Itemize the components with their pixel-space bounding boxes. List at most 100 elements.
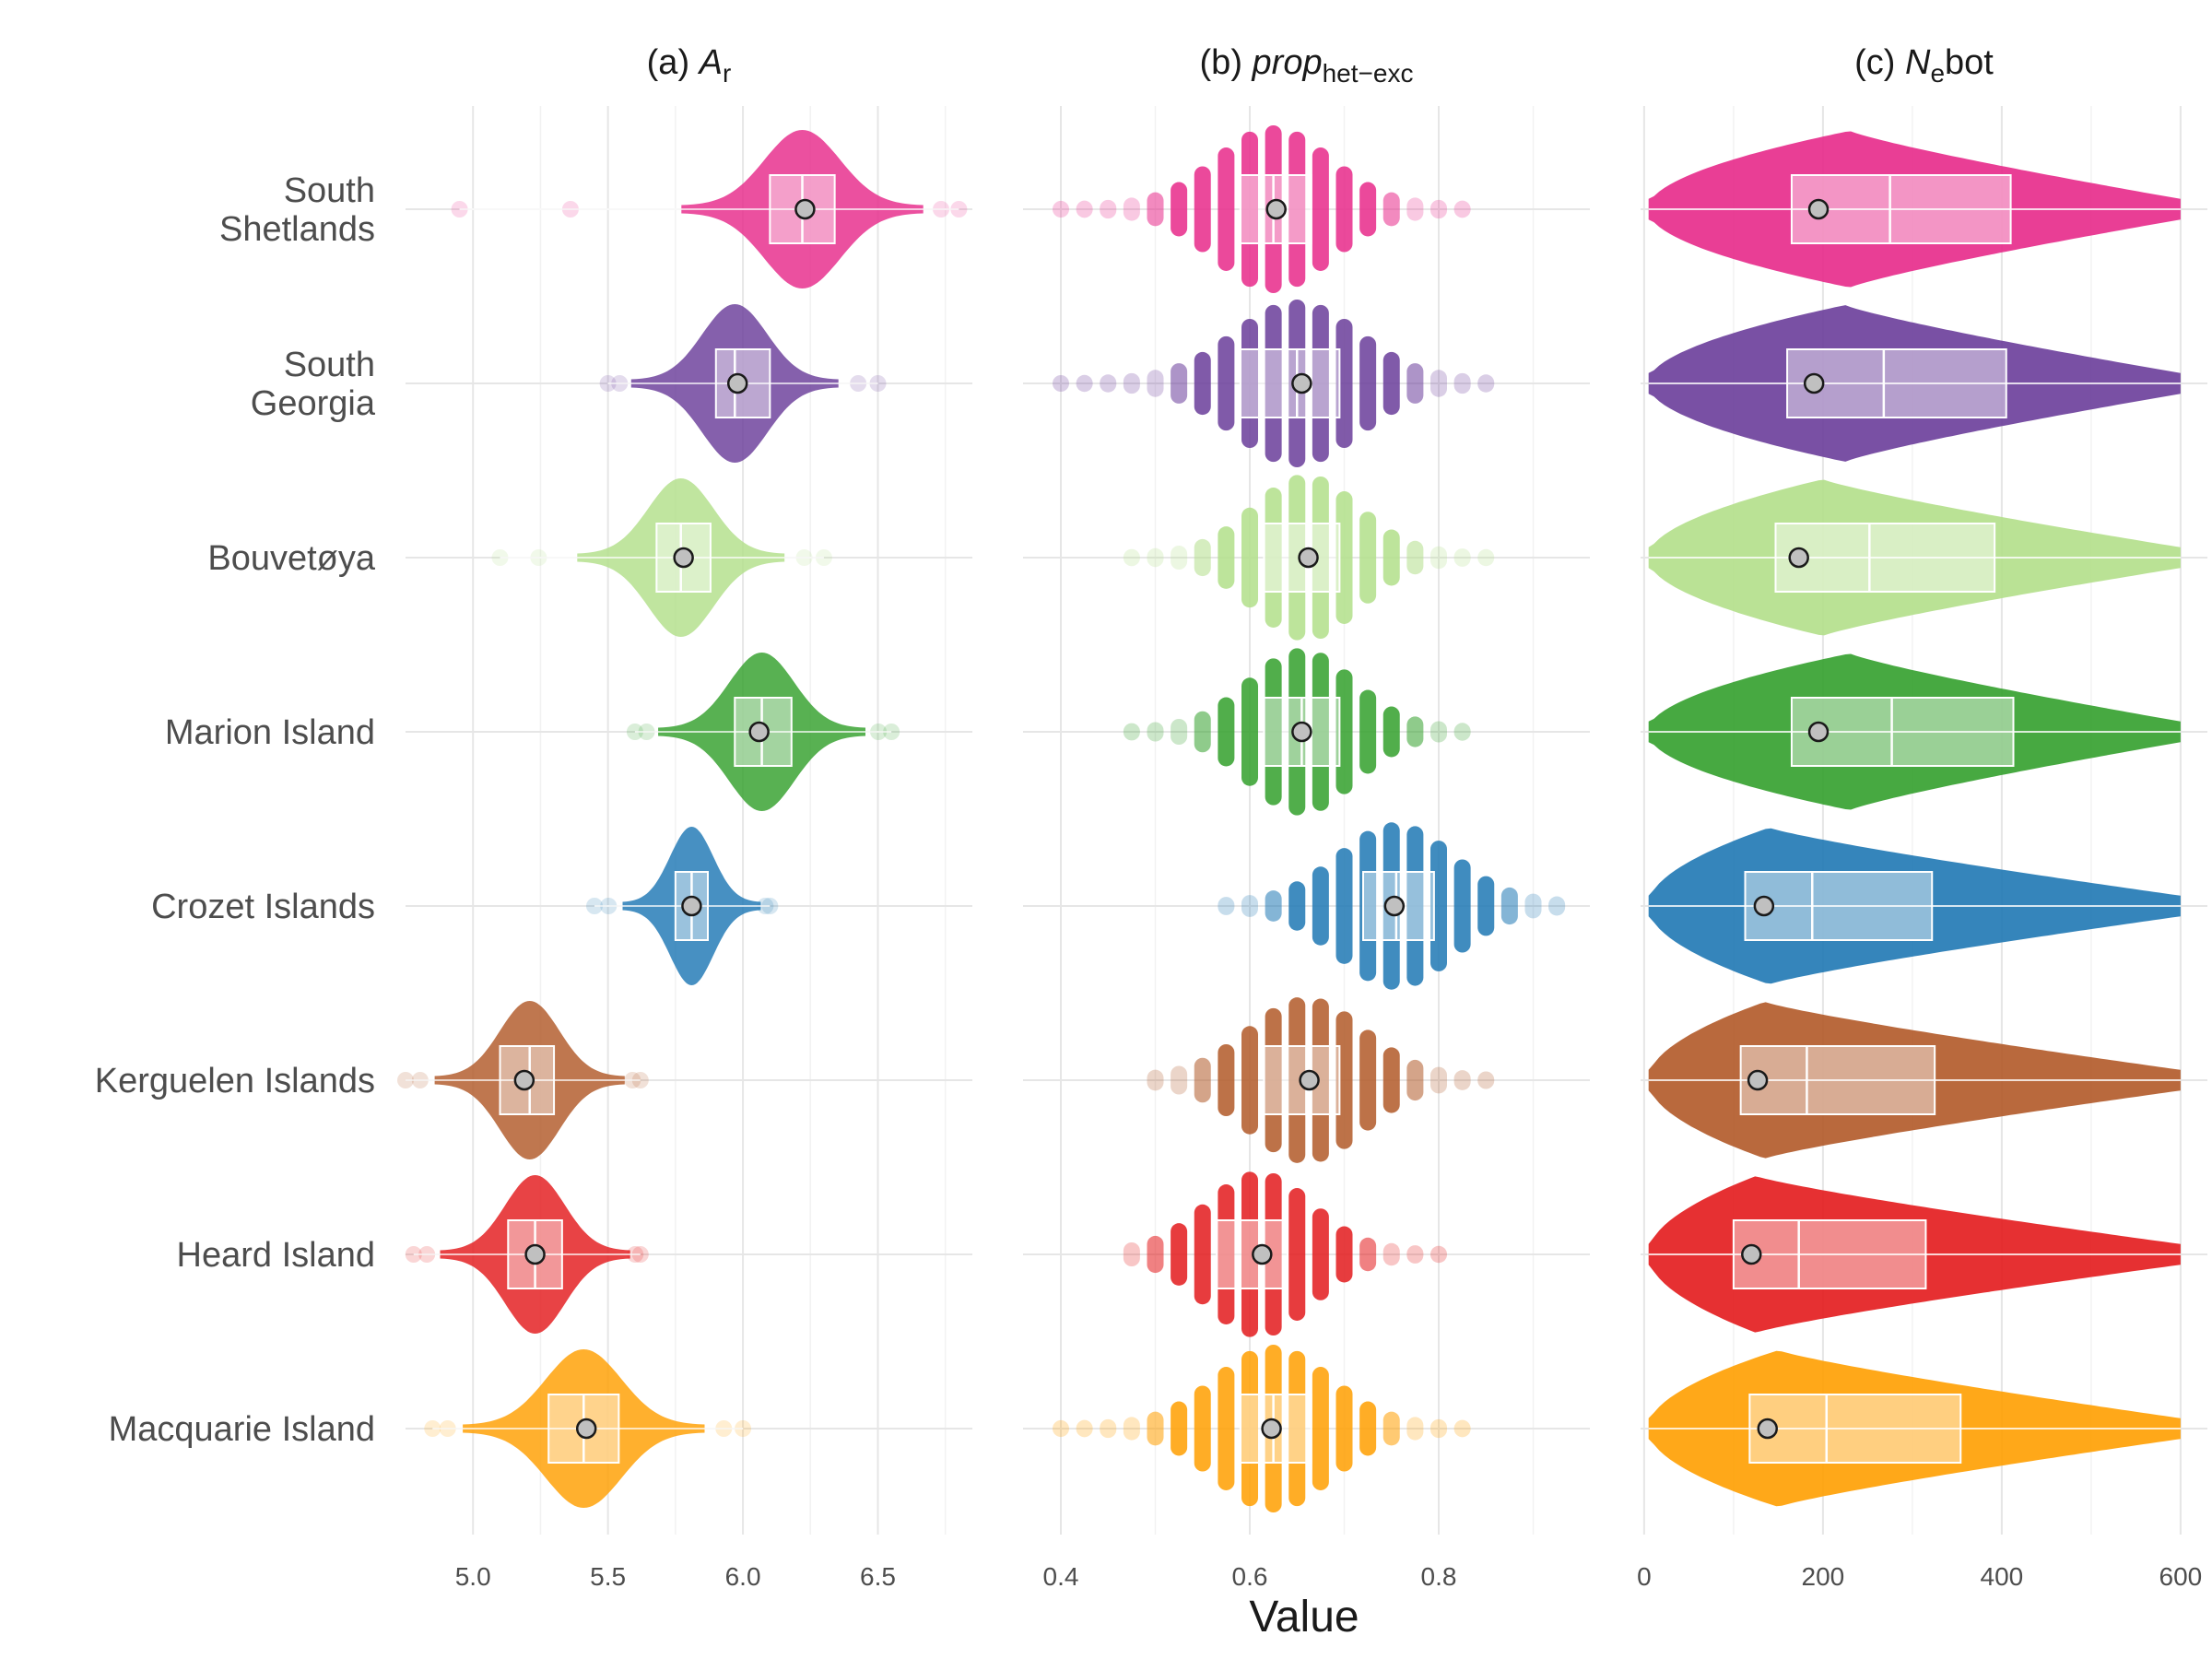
dot-stack (1076, 1419, 1093, 1438)
dot-stack (1430, 546, 1447, 570)
dot-stack (1430, 370, 1447, 397)
mean-point (1741, 1243, 1762, 1265)
category-label: South Georgia (251, 346, 376, 423)
mean-point (1261, 1418, 1282, 1440)
mean-point (1803, 372, 1825, 394)
dot-stack (1335, 1226, 1353, 1283)
dot-stack (1194, 711, 1211, 753)
x-tick-label: 5.5 (590, 1562, 626, 1591)
violin (1053, 1345, 1471, 1512)
dot-stack (1100, 374, 1117, 393)
dot-stack (1194, 1204, 1211, 1305)
dot-stack (1382, 1242, 1400, 1266)
text-layer: South Shetlands South Georgia Bouvetøya Mario… (95, 43, 2202, 1591)
dot-stack (1406, 540, 1424, 575)
mean-point (748, 721, 770, 743)
dot-stack (1123, 1417, 1140, 1441)
violin-layer (397, 125, 2181, 1512)
dot-stack (1382, 529, 1400, 586)
mean-point (673, 547, 694, 569)
dot-stack (1241, 895, 1258, 917)
dot-stack (1218, 897, 1235, 915)
violin (1053, 300, 1495, 467)
x-axis-title: Value (1249, 1593, 1359, 1641)
dot-stack (1123, 548, 1140, 567)
dot-stack (1335, 1385, 1353, 1472)
dot-stack (1406, 1417, 1424, 1441)
dot-stack (1359, 512, 1377, 604)
dot-stack (1477, 548, 1495, 567)
x-tick-label: 0.8 (1421, 1562, 1457, 1591)
mean-point (794, 198, 816, 220)
dot-stack (1265, 1172, 1282, 1336)
violin (451, 130, 968, 288)
dot-stack (1359, 689, 1377, 774)
dot-stack (1053, 374, 1069, 393)
box (1739, 1045, 1936, 1115)
dot-stack (1430, 1245, 1447, 1264)
box (655, 523, 712, 593)
dot-stack (1194, 351, 1211, 416)
dot-stack (1053, 200, 1069, 218)
dot-stack (1171, 182, 1188, 237)
dot-stack (1265, 890, 1282, 922)
dot-stack (1147, 547, 1164, 568)
dot-stack (1359, 1030, 1377, 1131)
dot-stack (1147, 1235, 1164, 1274)
mean-point (1757, 1418, 1778, 1440)
dot-stack (1312, 304, 1329, 463)
dot-stack (1382, 1047, 1400, 1113)
dot-stack (1382, 1411, 1400, 1446)
category-label: Heard Island (177, 1236, 375, 1275)
dot-stack (1548, 896, 1566, 916)
dot-stack (1147, 1411, 1164, 1446)
dot-stack (1171, 1065, 1188, 1095)
mean-point (1753, 895, 1775, 917)
dot-stack (1076, 200, 1093, 218)
box (1263, 523, 1341, 593)
dot-stack (1406, 716, 1424, 747)
dot-stack (1194, 1057, 1211, 1103)
dot-stack (1453, 859, 1471, 953)
dot-stack (1147, 722, 1164, 742)
x-tick-label: 600 (2159, 1562, 2203, 1591)
box-layer (499, 174, 2015, 1464)
dot-stack (1453, 372, 1471, 394)
dot-stack (1053, 1419, 1069, 1438)
violin (1648, 653, 2181, 810)
dot-stack (1312, 147, 1329, 271)
dot-stack (1430, 1418, 1447, 1439)
dot-stack (1359, 1237, 1377, 1272)
dot-stack (1241, 319, 1258, 448)
dot-stack (1430, 199, 1447, 219)
dot-stack (1430, 1066, 1447, 1094)
mean-point (1807, 721, 1830, 743)
dot-stack (1218, 697, 1235, 767)
dot-stack (1288, 1350, 1306, 1507)
mean-point (1383, 895, 1406, 917)
violin (1053, 125, 1471, 293)
dot-stack (1312, 1367, 1329, 1490)
dot-stack (1194, 1385, 1211, 1472)
dot-stack (1218, 1367, 1235, 1490)
x-tick-label: 0.4 (1043, 1562, 1079, 1591)
violin (1648, 305, 2181, 462)
box (1744, 871, 1934, 941)
dot-stack (1359, 1401, 1377, 1456)
mean-point (1807, 198, 1830, 220)
dot-stack (1406, 826, 1424, 986)
dot-stack (1171, 1223, 1188, 1286)
dot-stack (1147, 370, 1164, 397)
dot-stack (1241, 131, 1258, 288)
mean-point (575, 1418, 597, 1440)
dot-stack (1123, 372, 1140, 394)
mean-point (1291, 372, 1312, 394)
mean-point (1252, 1243, 1273, 1265)
dot-stack (1500, 887, 1518, 925)
dot-stack (1171, 718, 1188, 746)
category-label: Crozet Islands (151, 888, 375, 926)
dot-stack (1477, 374, 1495, 393)
dot-stack (1382, 351, 1400, 416)
dot-stack (1218, 147, 1235, 271)
